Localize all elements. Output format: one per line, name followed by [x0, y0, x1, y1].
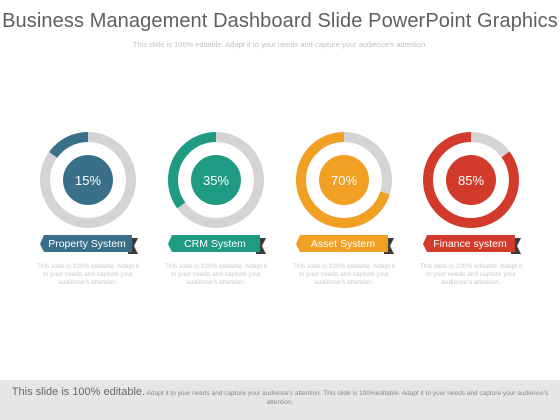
- ribbon-shape: [36, 235, 138, 254]
- page-title: Business Management Dashboard Slide Powe…: [2, 10, 558, 32]
- card-label: Finance system: [433, 238, 507, 250]
- donut-value-label: 85%: [458, 173, 484, 188]
- footer-lead: This slide is 100% editable.: [11, 386, 146, 398]
- metric-card: 85% Finance system This slide is 100% edit…: [419, 128, 523, 303]
- metric-card: 70% Asset System This slide is 100% editab…: [292, 128, 396, 303]
- ribbon-banner: Finance system: [419, 235, 523, 255]
- metric-card: 35% CRM System This slide is 100% editable…: [164, 128, 268, 303]
- footer-text: Adapt it to your needs and capture your …: [146, 390, 549, 406]
- ribbon-banner: CRM System: [164, 235, 268, 255]
- card-description: This slide is 100% editable. Adapt it to…: [419, 263, 523, 286]
- donut-value-label: 15%: [75, 173, 101, 188]
- donut-chart: 35%: [168, 132, 264, 228]
- donut-chart: 85%: [423, 132, 519, 228]
- donut-value-label: 70%: [331, 173, 357, 188]
- donut-center: [446, 155, 496, 205]
- ribbon-shape: [292, 235, 394, 254]
- ribbon-shape: [164, 235, 266, 254]
- card-description: This slide is 100% editable. Adapt it to…: [164, 263, 268, 286]
- ribbon-shape: [419, 235, 521, 254]
- metric-card: 15% Property System This slide is 100% edi…: [36, 128, 140, 303]
- card-label: Property System: [48, 238, 126, 250]
- card-label: CRM System: [184, 238, 246, 250]
- donut-arc: [168, 132, 264, 228]
- donut-chart: 70%: [296, 132, 392, 228]
- ribbon-banner: Asset System: [292, 235, 396, 255]
- donut-center: [319, 155, 369, 205]
- footer-bar: This slide is 100% editable. Adapt it to…: [0, 380, 560, 420]
- donut-center: [191, 155, 241, 205]
- donut-arc: [40, 132, 136, 228]
- ribbon-banner: Property System: [36, 235, 140, 255]
- page-subtitle: This slide is 100% editable. Adapt it to…: [132, 40, 428, 49]
- donut-value-label: 35%: [203, 173, 229, 188]
- donut-center: [63, 155, 113, 205]
- card-label: Asset System: [310, 238, 376, 250]
- card-description: This slide is 100% editable. Adapt it to…: [292, 263, 396, 286]
- donut-arc: [423, 132, 519, 228]
- donut-arc: [296, 132, 392, 228]
- donut-chart: 15%: [40, 132, 136, 228]
- card-description: This slide is 100% editable. Adapt it to…: [36, 263, 140, 286]
